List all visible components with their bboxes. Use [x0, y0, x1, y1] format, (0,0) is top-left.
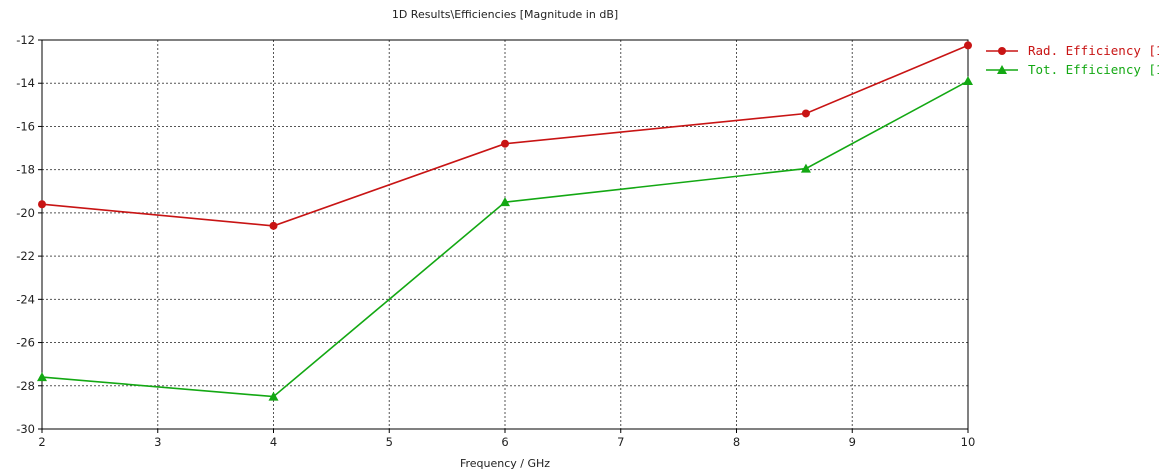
series-1-point [964, 41, 972, 50]
x-tick-label: 9 [849, 435, 856, 449]
x-tick-label: 7 [617, 435, 624, 449]
y-tick-label: -30 [16, 422, 35, 436]
legend-item-1: Rad. Efficiency [1] [986, 43, 1159, 58]
x-axis-label: Frequency / GHz [460, 457, 550, 470]
y-tick-label: -24 [16, 292, 35, 306]
series-layer [37, 41, 973, 401]
y-tick-label: -26 [16, 336, 35, 350]
x-tick-label: 10 [961, 435, 976, 449]
y-tick-label: -20 [16, 206, 35, 220]
x-tick-label: 2 [38, 435, 45, 449]
y-tick-label: -12 [16, 33, 35, 47]
x-tick-label: 4 [270, 435, 277, 449]
y-tick-label: -22 [16, 249, 35, 263]
series-2-point [963, 76, 973, 86]
grid-lines [42, 40, 968, 429]
y-tick-label: -18 [16, 163, 35, 177]
series-1 [38, 41, 972, 230]
axis-ticks: 2 3 4 5 6 7 8 9 10 -12 -14 -16 -18 -20 -22 -24 -26 -28 -30 [16, 33, 975, 449]
x-tick-label: 5 [386, 435, 393, 449]
series-2-point [500, 197, 510, 207]
chart-title: 1D Results\Efficiencies [Magnitude in dB… [392, 8, 618, 21]
y-tick-label: -16 [16, 119, 35, 133]
series-1-point [38, 200, 46, 209]
legend-label: Tot. Efficiency [1] [1028, 62, 1159, 77]
x-tick-label: 3 [154, 435, 161, 449]
plot-area [41, 39, 969, 430]
x-tick-label: 8 [733, 435, 740, 449]
y-tick-label: -14 [16, 76, 35, 90]
series-2-point [37, 372, 47, 382]
series-1-point [501, 139, 509, 148]
legend-item-2: Tot. Efficiency [1] [986, 62, 1159, 77]
series-1-point [269, 221, 278, 230]
y-tick-label: -28 [16, 379, 35, 393]
legend-label: Rad. Efficiency [1] [1028, 43, 1159, 58]
legend: Rad. Efficiency [1] Tot. Efficiency [1] [986, 43, 1159, 77]
series-2-point [268, 391, 279, 401]
series-2-point [800, 163, 811, 173]
x-tick-label: 6 [501, 435, 508, 449]
series-1-point [801, 109, 810, 118]
series-2 [37, 76, 973, 401]
legend-marker [998, 47, 1006, 55]
legend-marker [997, 65, 1007, 74]
